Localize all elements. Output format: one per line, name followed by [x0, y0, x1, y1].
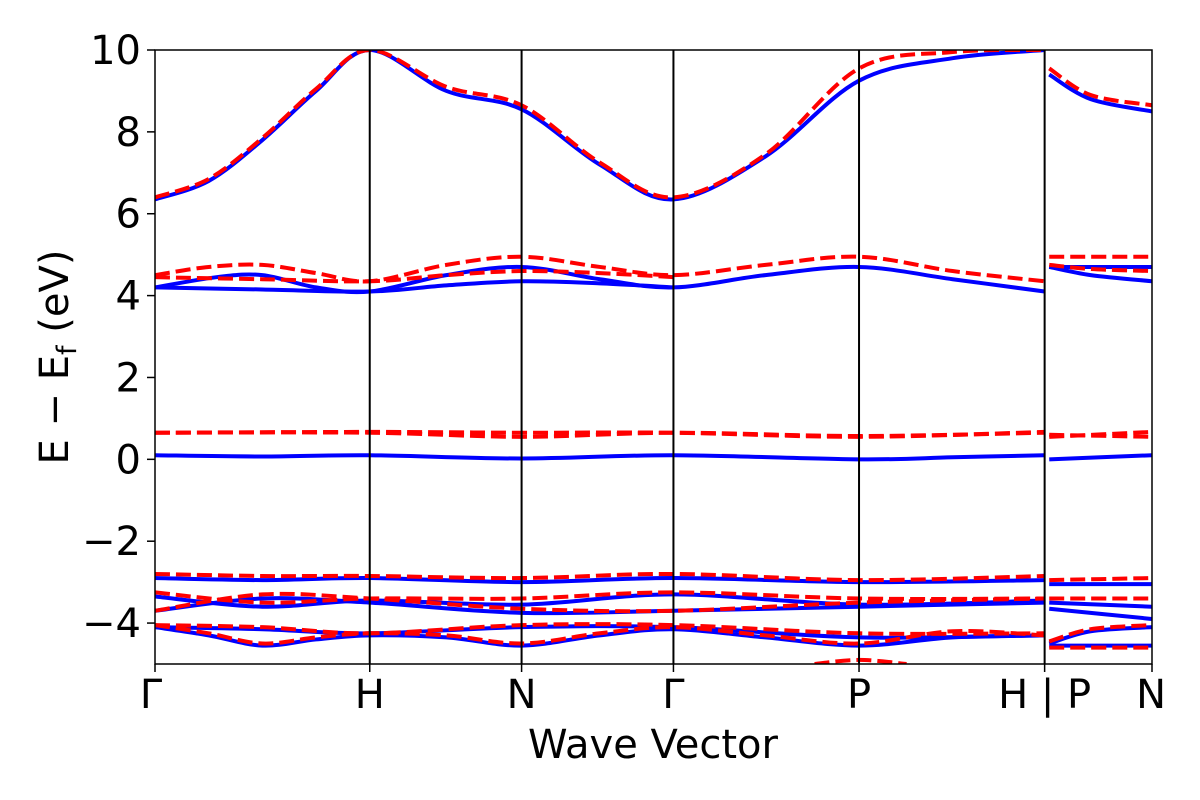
- solid-band-6: [155, 453, 1045, 462]
- x-tick-label: Γ: [662, 672, 685, 718]
- dashed-band-35: [1048, 623, 1152, 644]
- solid-band-15: [155, 625, 1045, 648]
- plot-frame: [154, 49, 1153, 665]
- y-tick-label: −2: [82, 519, 141, 565]
- dashed-band-27: [1049, 432, 1152, 439]
- solid-band-2: [155, 264, 1045, 295]
- dashed-band-31: [155, 591, 1045, 614]
- y-axis-title-main: E − E: [32, 355, 78, 465]
- dashed-band-30: [155, 590, 1045, 605]
- y-tick-label: 10: [90, 28, 141, 74]
- solid-band-13: [1049, 606, 1152, 621]
- y-tick-label: 2: [116, 355, 141, 401]
- dashed-band-18: [155, 50, 1045, 200]
- solid-band-11: [155, 596, 1045, 616]
- dashed-band-20: [155, 254, 1045, 284]
- dashed-band-33: [155, 622, 1045, 636]
- solid-band-0: [155, 50, 1045, 202]
- y-tick-label: 6: [116, 192, 141, 238]
- x-tick-label: P: [847, 672, 871, 718]
- x-tick-label: H | P: [998, 672, 1091, 718]
- dashed-band-29: [1049, 576, 1152, 583]
- y-tick-label: 8: [116, 110, 141, 156]
- dashed-band-28: [155, 571, 1045, 583]
- y-tick-label: 4: [116, 274, 141, 320]
- dashed-band-34: [155, 623, 1045, 646]
- x-tick-label: N: [507, 672, 537, 718]
- dashed-band-19: [1048, 66, 1152, 108]
- y-tick-label: −4: [82, 601, 141, 647]
- solid-band-8: [155, 576, 1045, 585]
- solid-band-5: [1048, 264, 1152, 284]
- solid-band-12: [1049, 600, 1152, 609]
- dashed-band-21: [155, 268, 674, 284]
- y-axis-title-subscript: f: [52, 344, 83, 355]
- k-point-lines: [368, 50, 1046, 664]
- dashed-band-25: [155, 430, 1045, 439]
- solid-band-3: [155, 279, 674, 294]
- y-tick-label: 0: [116, 437, 141, 483]
- x-tick-label: N: [1136, 672, 1166, 718]
- x-tick-label: Γ: [140, 672, 163, 718]
- solid-band-1: [1048, 72, 1152, 114]
- x-axis-title: Wave Vector: [528, 722, 779, 768]
- y-axis-title: E − Ef (eV): [32, 250, 83, 465]
- y-axis-title-unit: (eV): [32, 250, 78, 346]
- x-tick-label: H: [355, 672, 385, 718]
- y-axis-ticks: −4 −2 0 2 4 6 8 10: [82, 28, 155, 647]
- x-axis-ticks: Γ H N Γ P H | P N: [140, 664, 1166, 718]
- dashed-band-23: [1049, 262, 1152, 274]
- solid-band-7: [1049, 453, 1152, 462]
- series-layer: [155, 50, 1152, 664]
